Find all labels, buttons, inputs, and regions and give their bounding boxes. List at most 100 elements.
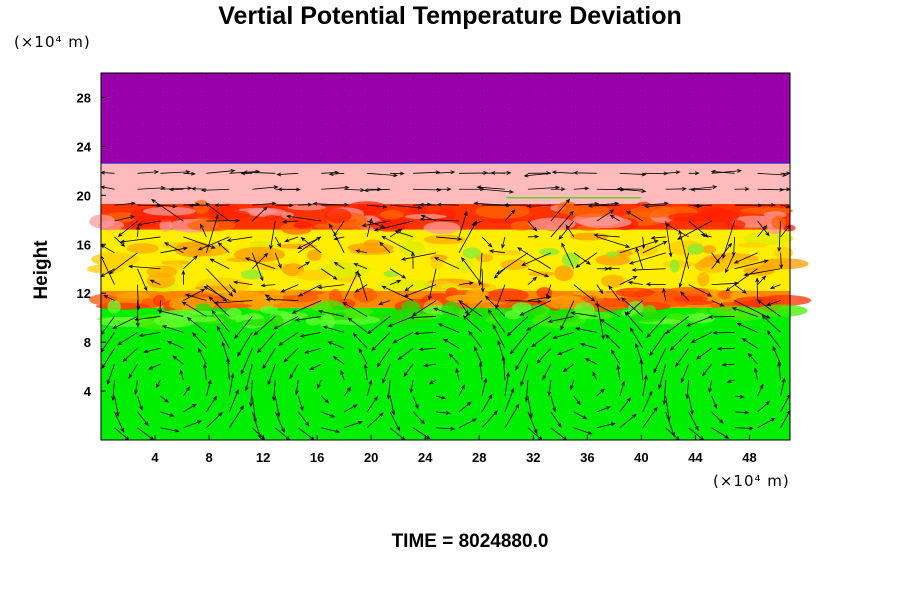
- wind-arrow: [707, 314, 735, 319]
- field-blob: [610, 297, 646, 303]
- wind-arrow: [662, 287, 667, 301]
- x-tick-label: 16: [310, 450, 324, 465]
- wind-dot: [573, 124, 575, 127]
- wind-arrow: [741, 338, 758, 349]
- wind-arrow: [437, 323, 460, 333]
- wind-arrow: [461, 256, 483, 285]
- wind-arrow: [565, 224, 575, 238]
- field-blob: [126, 243, 159, 254]
- wind-arrow: [619, 413, 637, 429]
- time-label: TIME = 8024880.0: [391, 531, 549, 552]
- wind-dot: [619, 93, 621, 95]
- field-blob: [737, 242, 768, 248]
- wind-dot: [389, 93, 391, 95]
- wind-arrow: [409, 315, 437, 320]
- field-blob: [437, 206, 456, 222]
- wind-dot: [320, 140, 322, 143]
- wind-dot: [366, 77, 368, 79]
- field-blob: [376, 278, 432, 290]
- field-blob: [615, 287, 655, 298]
- y-tick-label: 16: [77, 237, 91, 252]
- wind-arrow: [418, 347, 437, 352]
- wind-arrow: [274, 395, 281, 418]
- wind-arrow: [228, 389, 239, 413]
- wind-dot: [412, 77, 414, 79]
- wind-arrow: [757, 400, 771, 413]
- wind-dot: [733, 124, 736, 127]
- wind-arrow: [504, 209, 516, 222]
- wind-arrow: [527, 411, 538, 435]
- x-tick-label: 24: [418, 450, 433, 465]
- wind-arrow: [592, 371, 598, 381]
- wind-dot: [251, 109, 254, 111]
- wind-arrow: [291, 300, 322, 314]
- field-blob: [510, 220, 534, 231]
- wind-dot: [504, 77, 506, 79]
- wind-arrow: [298, 202, 313, 207]
- wind-arrow: [150, 198, 184, 222]
- field-blob: [743, 231, 794, 245]
- wind-dot: [779, 93, 782, 95]
- wind-dot: [665, 124, 667, 127]
- wind-arrow: [560, 300, 575, 331]
- wind-arrow: [183, 288, 206, 301]
- field-blob: [430, 257, 443, 270]
- wind-arrow: [596, 422, 616, 429]
- field-blob: [669, 259, 680, 273]
- plot-frame: [100, 72, 791, 441]
- wind-arrow: [642, 241, 668, 254]
- wind-arrow: [366, 217, 373, 238]
- wind-arrow: [404, 284, 414, 292]
- wind-arrow: [527, 185, 560, 190]
- wind-dot: [504, 124, 506, 127]
- wind-arrow: [275, 203, 294, 208]
- wind-arrow: [347, 317, 368, 333]
- wind-arrow: [274, 236, 282, 248]
- wind-arrow: [680, 364, 690, 384]
- field-blob: [725, 219, 746, 230]
- wind-dot: [343, 93, 345, 95]
- wind-arrow: [573, 395, 581, 406]
- wind-dot: [527, 77, 529, 79]
- field-blob: [276, 243, 318, 249]
- wind-arrow: [320, 268, 338, 280]
- wind-arrow: [366, 379, 373, 397]
- x-tick-label: 4: [151, 450, 159, 465]
- wind-arrow: [244, 364, 253, 392]
- wind-arrow: [436, 187, 452, 192]
- wind-arrow: [711, 252, 720, 264]
- wind-arrow: [558, 220, 575, 240]
- field-blob: [240, 269, 263, 280]
- wind-arrow: [211, 309, 230, 333]
- wind-arrow: [608, 285, 621, 301]
- wind-arrow: [277, 187, 299, 192]
- wind-arrow: [573, 201, 600, 206]
- wind-dot: [458, 109, 460, 111]
- wind-arrow: [688, 220, 709, 238]
- wind-arrow: [155, 379, 161, 389]
- wind-arrow: [403, 284, 437, 297]
- wind-arrow: [496, 252, 529, 275]
- wind-arrow: [527, 234, 540, 239]
- wind-arrow: [316, 379, 322, 389]
- wind-dot: [389, 140, 391, 143]
- wind-dot: [573, 77, 575, 79]
- wind-arrow: [473, 201, 505, 206]
- wind-dot: [274, 124, 276, 127]
- wind-dot: [504, 156, 506, 159]
- wind-arrow: [645, 282, 666, 287]
- wind-arrow: [101, 348, 115, 370]
- wind-dot: [113, 140, 116, 143]
- wind-arrow: [757, 275, 767, 285]
- wind-arrow: [137, 170, 160, 174]
- wind-dot: [687, 93, 690, 95]
- field-blob: [600, 274, 625, 288]
- wind-arrow: [343, 386, 352, 397]
- wind-arrow: [711, 169, 743, 174]
- wind-arrow: [490, 171, 505, 175]
- wind-dot: [665, 140, 667, 143]
- wind-arrow: [294, 380, 299, 396]
- field-blob: [153, 313, 197, 328]
- wind-dot: [779, 109, 782, 111]
- wind-dot: [710, 156, 713, 159]
